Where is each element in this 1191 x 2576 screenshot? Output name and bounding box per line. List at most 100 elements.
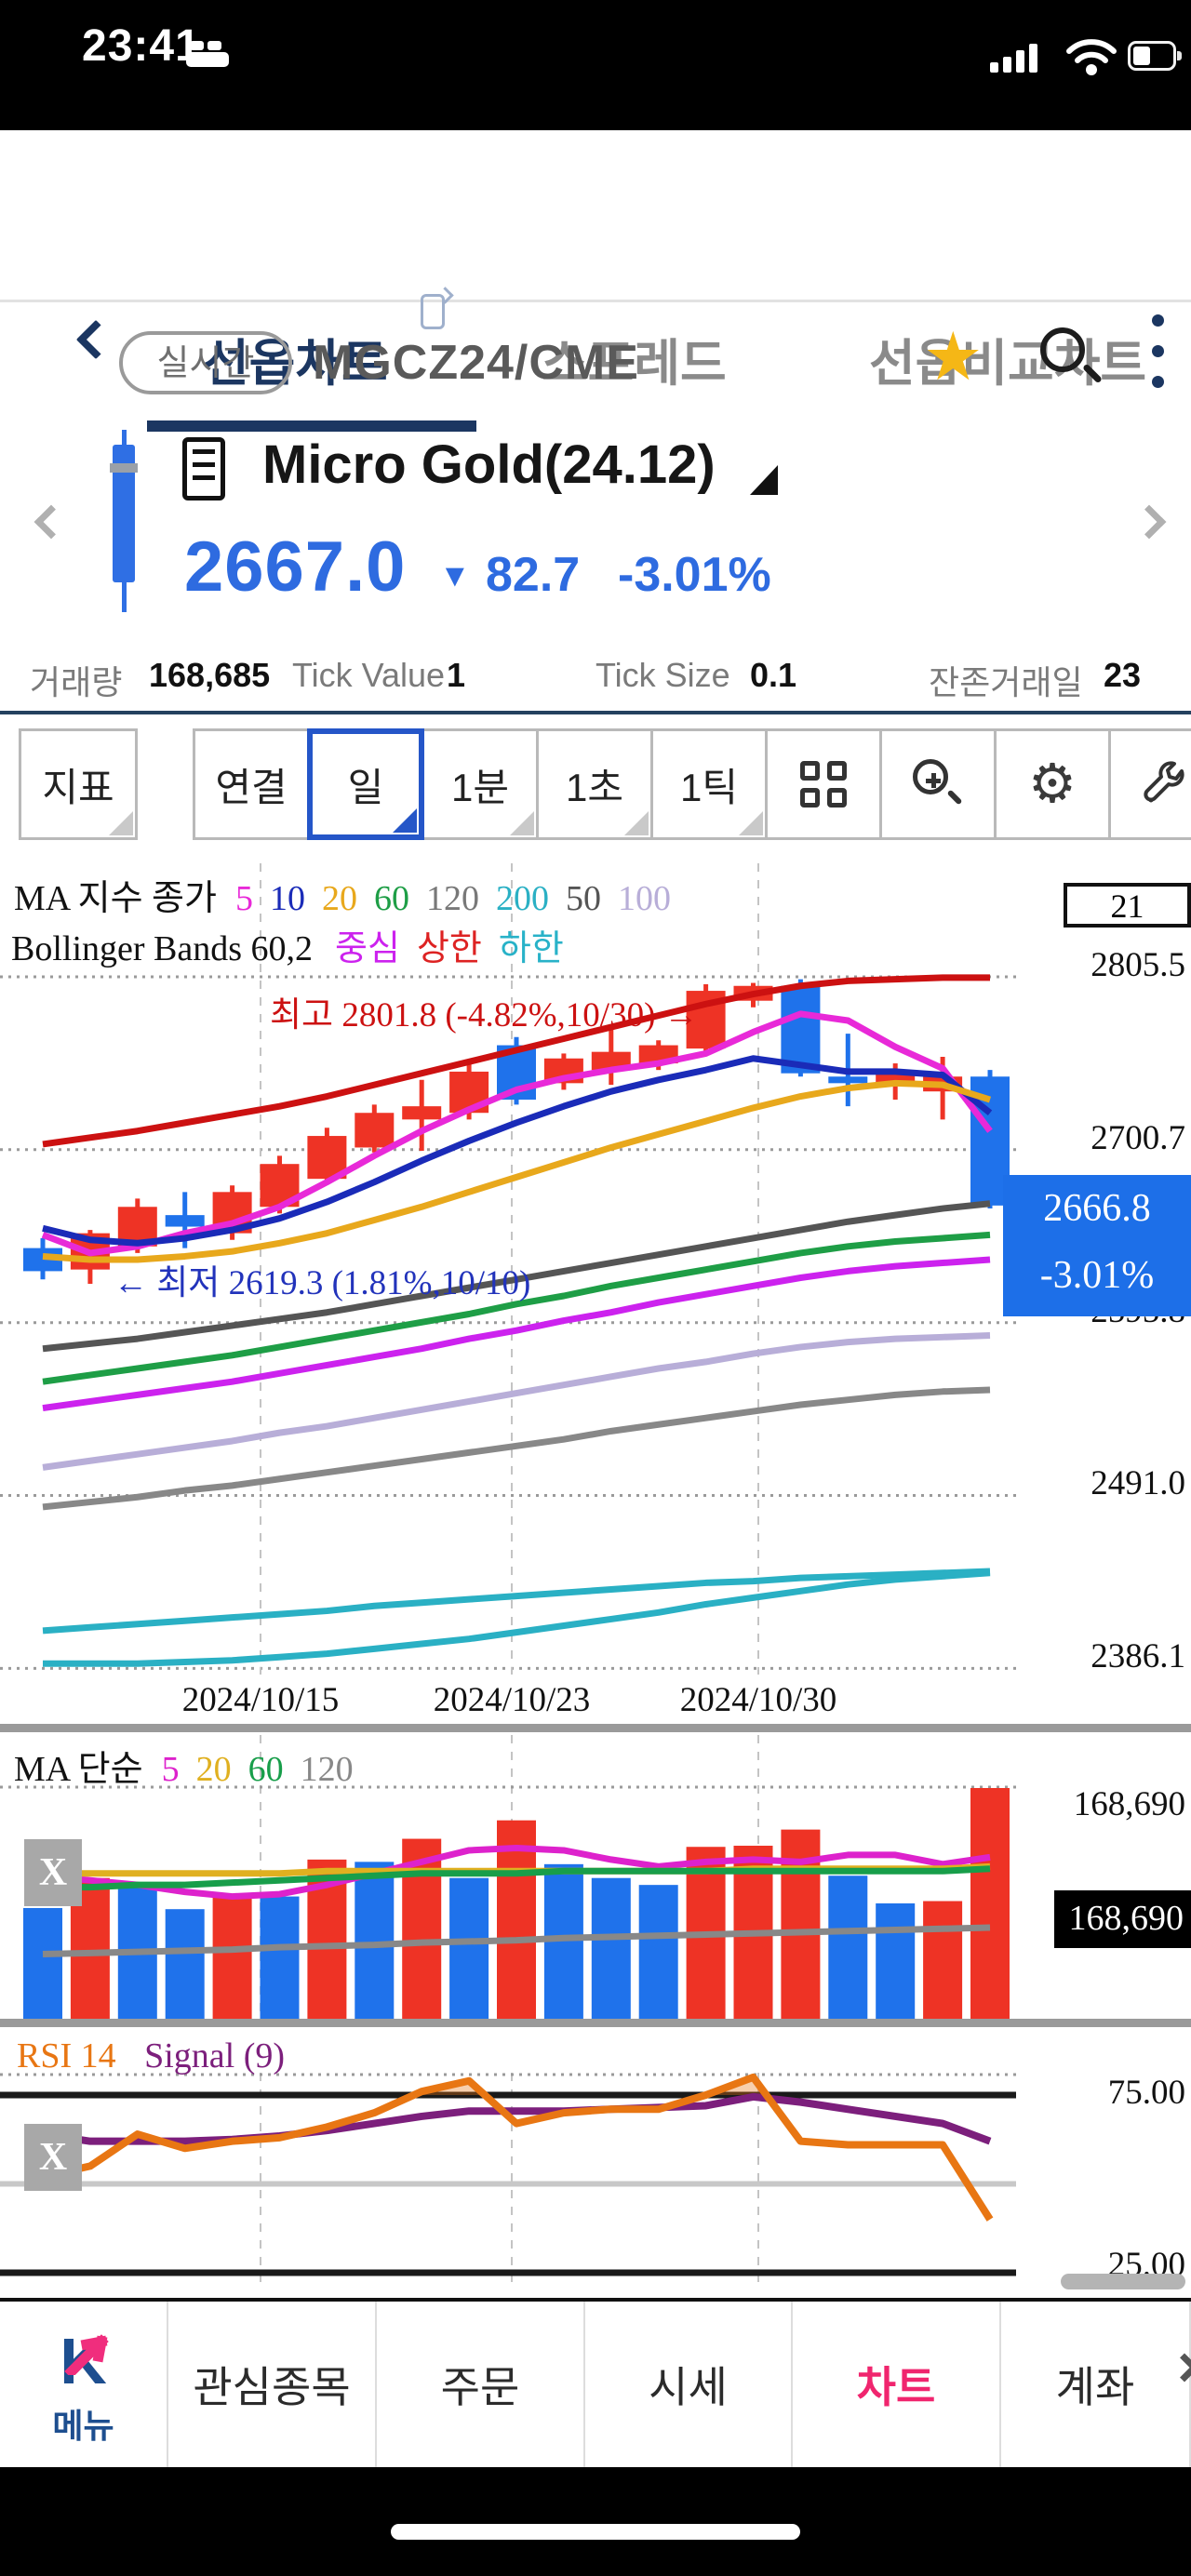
- zoom-in-icon[interactable]: [879, 728, 997, 840]
- timeframe-button-1분[interactable]: 1분: [422, 728, 539, 840]
- signal-strength-icon: [990, 41, 1051, 73]
- legend-item-상한: 상한: [416, 929, 482, 968]
- nav-item-주문[interactable]: 주문: [377, 2302, 585, 2467]
- info-label-1: Tick Value: [292, 656, 446, 694]
- nav-menu[interactable]: K 메뉴: [0, 2302, 168, 2467]
- nav-item-차트[interactable]: 차트: [793, 2302, 1001, 2467]
- wrench-icon: [1144, 761, 1184, 803]
- instrument-dropdown-icon[interactable]: [750, 465, 778, 495]
- tools-icon[interactable]: [1108, 728, 1191, 840]
- tab-chart[interactable]: 선옵차트: [203, 336, 388, 392]
- current-volume-marker: 168,690: [1054, 1890, 1191, 1948]
- legend-item-하한: 하한: [498, 929, 564, 968]
- rotate-device-icon: [421, 294, 445, 329]
- multi-chart-grid-icon[interactable]: [765, 728, 882, 840]
- x-tick-2024/10/15: 2024/10/15: [181, 1681, 340, 1719]
- rsi-pane-close-button[interactable]: X: [24, 2124, 82, 2191]
- legend-item-10: 10: [269, 879, 305, 918]
- grid-icon: [800, 761, 847, 808]
- x-tick-2024/10/30: 2024/10/30: [679, 1681, 837, 1719]
- timeframe-button-1틱[interactable]: 1틱: [650, 728, 768, 840]
- legend-item-중심: 중심: [335, 929, 400, 968]
- legend-item-50: 50: [565, 879, 601, 918]
- rsi-signal-label: Signal (9): [144, 2036, 286, 2075]
- status-bar: 23:41: [0, 0, 1191, 130]
- instrument-name[interactable]: Micro Gold(24.12): [262, 434, 716, 495]
- legend-rsi: RSI 14 Signal (9): [17, 2035, 285, 2076]
- nav-item-계좌[interactable]: 계좌: [1001, 2302, 1191, 2467]
- battery-icon: [1128, 41, 1184, 71]
- legend-volume-ma: MA 단순 5 20 60 120: [14, 1740, 354, 1791]
- corner-triangle: [510, 811, 534, 835]
- magnifier-plus-icon: [913, 759, 963, 809]
- change-percent: -3.01%: [618, 548, 771, 602]
- legend-item-120: 120: [425, 879, 479, 918]
- realtime-badge: 실시간: [119, 331, 292, 394]
- settings-icon[interactable]: ⚙: [994, 728, 1111, 840]
- legend-item-60: 60: [248, 1750, 284, 1789]
- corner-triangle: [393, 808, 417, 833]
- info-value-2: 0.1: [750, 656, 797, 694]
- contract-list-icon[interactable]: [182, 437, 225, 501]
- active-tab-underline: [147, 420, 476, 432]
- corner-triangle: [109, 811, 133, 835]
- x-tick-2024/10/23: 2024/10/23: [433, 1681, 591, 1719]
- legend-item-60: 60: [373, 879, 409, 918]
- marker-price: 2666.8: [1043, 1187, 1151, 1230]
- bar-count-box: 21: [1064, 883, 1191, 928]
- chevron-right-icon: [1170, 2353, 1191, 2382]
- prev-instrument-button[interactable]: [33, 504, 69, 540]
- tab-compare-chart[interactable]: 선옵비교차트: [869, 336, 1147, 392]
- next-instrument-button[interactable]: [1131, 504, 1167, 540]
- nav-item-관심종목[interactable]: 관심종목: [168, 2302, 377, 2467]
- scrollbar-handle[interactable]: [1061, 2274, 1185, 2289]
- volume-axis-label: 168,690: [1073, 1785, 1185, 1823]
- info-value-0: 168,685: [149, 656, 271, 694]
- y-tick-2386.1: 2386.1: [1091, 1637, 1185, 1676]
- legend-item-20: 20: [195, 1750, 232, 1789]
- contract-info-row: 거래량 168,685 Tick Value 1 Tick Size 0.1 잔존거래일 23: [0, 635, 1191, 714]
- gear-icon: ⚙: [1028, 754, 1077, 814]
- marker-percent: -3.01%: [1039, 1254, 1155, 1297]
- indicator-button[interactable]: 지표: [19, 728, 138, 840]
- legend-title: Bollinger Bands 60,2: [11, 929, 314, 968]
- more-menu-icon[interactable]: [1152, 314, 1165, 393]
- volume-pane-close-button[interactable]: X: [24, 1839, 82, 1906]
- wifi-icon: [1066, 39, 1117, 75]
- legend-title: MA 단순: [14, 1750, 143, 1789]
- y-tick-2491.0: 2491.0: [1091, 1464, 1185, 1503]
- legend-item-100: 100: [617, 879, 671, 918]
- y-tick-2700.7: 2700.7: [1091, 1118, 1185, 1157]
- timeframe-button-1초[interactable]: 1초: [536, 728, 653, 840]
- legend-item-200: 200: [495, 879, 549, 918]
- legend-title: MA 지수 종가: [14, 879, 217, 918]
- timeframe-button-일[interactable]: 일: [307, 728, 424, 840]
- home-indicator[interactable]: [391, 2524, 800, 2540]
- back-button[interactable]: [75, 319, 116, 360]
- timeframe-button-연결[interactable]: 연결: [193, 728, 310, 840]
- corner-triangle: [739, 811, 763, 835]
- legend-item-20: 20: [321, 879, 357, 918]
- info-value-3: 23: [1104, 656, 1142, 694]
- annotation-low: ← 최저 2619.3 (1.81%,10/10): [114, 1264, 531, 1302]
- legend-bollinger: Bollinger Bands 60,2 중심 상한 하한: [11, 919, 564, 970]
- legend-ma-exponential: MA 지수 종가 5 10 20 60 120 200 50 100: [14, 869, 671, 920]
- info-label-3: 잔존거래일: [929, 663, 1083, 701]
- change-down-icon: ▼: [439, 558, 471, 594]
- rsi-label: RSI 14: [17, 2036, 116, 2075]
- candlestick-icon: [110, 430, 138, 612]
- symbol-code: MGCZ24/CME: [313, 336, 639, 390]
- annotation-high: 최고 2801.8 (-4.82%,10/30) →: [270, 996, 699, 1034]
- legend-item-120: 120: [300, 1750, 354, 1789]
- nav-item-시세[interactable]: 시세: [585, 2302, 793, 2467]
- search-icon[interactable]: [1040, 327, 1109, 396]
- legend-item-5: 5: [161, 1750, 180, 1789]
- tab-spread[interactable]: 스프레드: [542, 336, 727, 392]
- favorite-star-icon[interactable]: ★: [923, 320, 984, 394]
- legend-item-5: 5: [234, 879, 253, 918]
- bottom-nav: K 메뉴 관심종목 주문 시세 차트 계좌: [0, 2298, 1191, 2467]
- info-label-0: 거래량: [30, 663, 123, 701]
- change-value: 82.7: [486, 548, 581, 602]
- current-price-marker: 2666.8 -3.01%: [1003, 1175, 1191, 1316]
